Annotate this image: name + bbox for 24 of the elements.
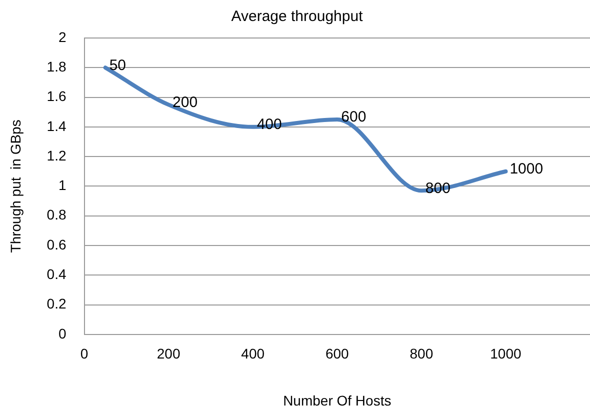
- y-tick-label: 1.2: [46, 147, 66, 164]
- y-tick-label: 0.6: [46, 236, 66, 252]
- y-axis-title: Through put in GBps: [7, 120, 24, 253]
- x-tick-label: 800: [410, 346, 434, 362]
- annotation: 1000: [510, 160, 544, 178]
- y-tick-label: 0.8: [46, 206, 66, 223]
- x-tick-label: 600: [325, 346, 350, 362]
- chart-title: Average throughput: [231, 8, 364, 26]
- y-tick-label: 0.2: [46, 296, 66, 312]
- y-tick-label: 0: [58, 325, 66, 342]
- annotation: 600: [341, 108, 366, 126]
- x-tick-label: 200: [156, 346, 180, 362]
- y-tick-label: 1.6: [46, 88, 66, 104]
- x-tick-label: 400: [241, 346, 265, 362]
- y-tick-label: 1: [58, 177, 66, 194]
- x-tick-label: 1000: [490, 346, 522, 362]
- x-axis-title: Number Of Hosts: [283, 392, 392, 408]
- y-tick-label: 2: [58, 28, 66, 45]
- y-tick-label: 1.4: [46, 118, 66, 134]
- annotation: 200: [172, 94, 198, 111]
- y-tick-label: 1.8: [46, 58, 66, 74]
- y-tick-label: 0.4: [46, 266, 66, 282]
- x-tick-label: 0: [80, 346, 88, 362]
- annotation: 50: [109, 56, 126, 74]
